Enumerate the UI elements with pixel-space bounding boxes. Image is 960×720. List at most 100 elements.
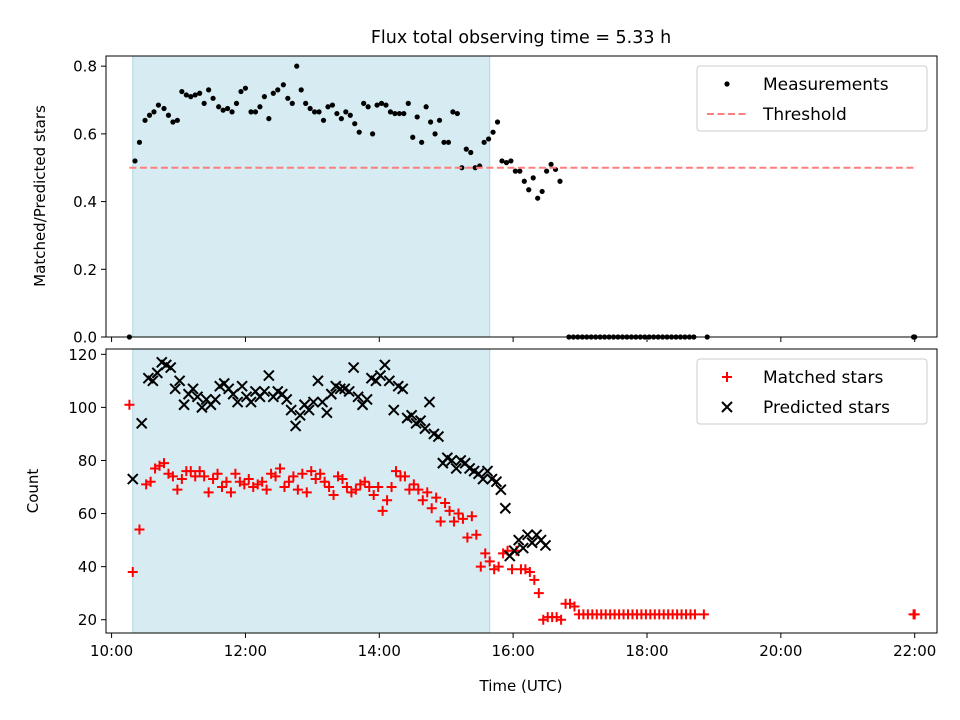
- legend-box: [696, 65, 928, 132]
- predicted-stars-marker: [169, 383, 181, 395]
- measurements-marker: [242, 85, 249, 91]
- predicted-stars-marker: [303, 404, 315, 416]
- measurements-marker: [303, 100, 309, 106]
- y-tick-label: 120: [68, 346, 97, 364]
- matched-stars-marker: [319, 476, 330, 487]
- measurements-marker: [548, 161, 554, 167]
- measurements-marker: [490, 129, 496, 135]
- matched-stars-marker: [212, 468, 223, 479]
- measurements-marker: [396, 110, 402, 117]
- matched-stars-marker: [221, 476, 232, 487]
- matched-stars-marker: [359, 476, 370, 487]
- measurements-marker: [445, 139, 452, 145]
- measurements-marker: [210, 95, 216, 101]
- measurements-marker: [410, 134, 416, 140]
- measurements-marker: [146, 112, 153, 118]
- matched-stars-marker: [176, 474, 187, 485]
- measurements-marker: [197, 90, 203, 96]
- matched-stars-marker: [230, 468, 241, 479]
- y-tick-label: 60: [78, 505, 97, 523]
- measurements-marker: [419, 139, 425, 145]
- measurements-marker: [472, 165, 478, 171]
- matched-stars-marker: [368, 489, 379, 500]
- measurements-marker: [539, 188, 545, 195]
- measurements-marker: [543, 168, 550, 174]
- measurements-marker: [161, 105, 167, 112]
- y-tick-label: 80: [78, 452, 97, 470]
- predicted-stars-marker: [432, 430, 445, 443]
- matched-stars-marker: [444, 505, 455, 516]
- y-tick-label: 20: [78, 611, 97, 629]
- measurements-marker: [174, 117, 180, 123]
- x-tick-label: 10:00: [90, 642, 133, 660]
- matched-stars-marker: [337, 474, 348, 485]
- matched-stars-marker: [279, 482, 290, 493]
- measurements-marker: [183, 92, 189, 98]
- matched-stars-marker: [426, 503, 437, 514]
- matched-stars-marker: [440, 497, 451, 508]
- measurements-marker: [494, 119, 501, 125]
- predicted-stars-marker: [481, 465, 494, 477]
- predicted-stars-marker: [477, 473, 489, 485]
- predicted-stars-marker: [135, 417, 148, 430]
- predicted-stars-marker: [513, 534, 525, 546]
- matched-stars-marker: [194, 466, 205, 477]
- measurements-marker: [136, 139, 143, 145]
- matched-stars-marker: [145, 476, 156, 487]
- predicted-stars-marker: [191, 391, 204, 403]
- y-tick-label: 0.6: [73, 125, 97, 143]
- matched-stars-marker: [297, 468, 308, 479]
- matched-stars-marker: [471, 529, 482, 540]
- matched-stars-marker: [292, 484, 303, 495]
- measurements-marker: [311, 109, 318, 115]
- matched-stars-marker: [466, 511, 477, 522]
- predicted-stars-marker: [526, 537, 538, 549]
- measurements-marker: [320, 117, 327, 123]
- measurements-marker: [285, 95, 291, 101]
- measurements-marker: [257, 104, 263, 110]
- measurements-marker: [508, 158, 514, 164]
- ratio-panel: 0.00.20.40.60.8 Matched/Predicted stars …: [31, 55, 938, 347]
- counts-panel-frame: [105, 348, 938, 634]
- predicted-stars-marker: [396, 383, 409, 395]
- figure-title: Flux total observing time = 5.33 h: [371, 28, 671, 48]
- legend-box: [696, 358, 928, 425]
- matched-stars-marker: [373, 482, 384, 493]
- measurements-marker: [463, 146, 469, 152]
- observing-window-span: [132, 55, 491, 338]
- measurements-marker: [414, 114, 420, 120]
- predicted-stars-marker: [508, 545, 520, 557]
- matched-stars-marker: [404, 484, 415, 495]
- measurements-marker: [233, 100, 240, 106]
- matched-stars-marker: [556, 614, 567, 625]
- matched-stars-marker: [909, 609, 920, 620]
- predicted-stars-marker: [227, 388, 239, 400]
- matched-stars-marker: [435, 516, 446, 527]
- matched-stars-marker: [208, 474, 219, 485]
- predicted-stars-marker: [388, 404, 400, 416]
- x-tick-label: 22:00: [893, 642, 936, 660]
- predicted-stars-marker: [383, 375, 396, 387]
- ratio-panel-axes: 0.0 0.2 0.4 0.6 0.8: [73, 58, 916, 347]
- measurements-marker: [165, 112, 172, 118]
- matched-stars-marker: [386, 482, 397, 493]
- predicted-stars-marker: [164, 361, 177, 374]
- matched-stars-marker: [257, 476, 268, 487]
- predicted-stars-marker: [236, 380, 248, 392]
- x-tick-label: 14:00: [358, 642, 401, 660]
- measurements-marker: [481, 139, 487, 145]
- matched-stars-marker: [167, 471, 178, 482]
- matched-stars-marker: [431, 492, 442, 503]
- measurements-marker: [316, 109, 322, 115]
- measurements-marker: [352, 121, 358, 127]
- predicted-stars-marker: [187, 383, 199, 395]
- matched-stars-marker: [217, 482, 228, 493]
- predicted-stars-marker: [263, 369, 275, 382]
- measurements-marker: [383, 102, 389, 108]
- matched-stars-marker: [493, 561, 504, 572]
- measurements-marker: [206, 87, 212, 93]
- measurements-marker: [280, 82, 286, 88]
- measurements-marker: [526, 187, 532, 193]
- matched-stars-marker: [310, 474, 321, 485]
- measurements-marker: [252, 109, 259, 115]
